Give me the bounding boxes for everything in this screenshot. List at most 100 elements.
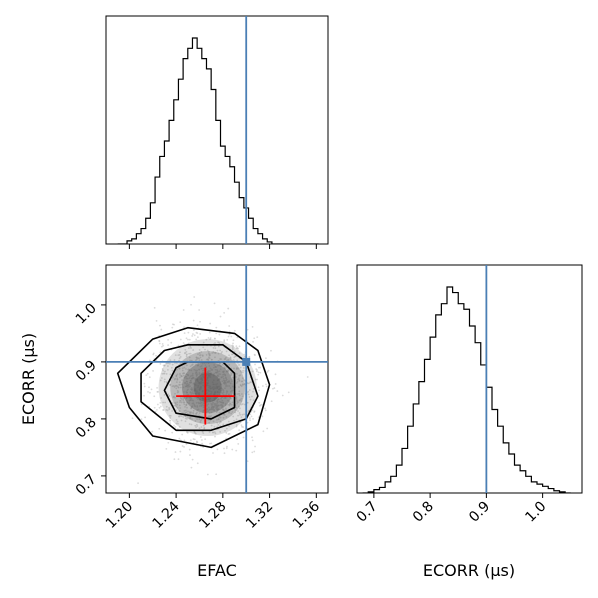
sample-point [215, 385, 218, 388]
sample-point [189, 385, 191, 388]
sample-point [218, 400, 221, 403]
sample-point [218, 422, 221, 424]
sample-point [182, 342, 185, 344]
sample-point [218, 378, 221, 381]
sample-point [208, 354, 211, 356]
sample-point [238, 412, 241, 414]
ecorr-x-tick-label: 0.7 [354, 499, 381, 526]
sample-point [262, 430, 265, 433]
sample-point [223, 339, 226, 342]
sample-point [162, 344, 165, 347]
sample-point [224, 367, 227, 370]
sample-point [247, 393, 250, 396]
sample-point [182, 386, 185, 389]
sample-point [196, 390, 198, 393]
sample-point [199, 374, 202, 377]
sample-point [235, 345, 238, 348]
joint-panel: 1.20 1.24 1.28 1.32 1.36 0.7 0.8 0.9 1.0 [73, 264, 329, 532]
sample-point [215, 473, 218, 476]
sample-point [228, 369, 230, 372]
sample-point [194, 369, 197, 372]
sample-point [179, 321, 182, 324]
sample-point [198, 368, 200, 371]
sample-point [239, 384, 242, 387]
sample-point [149, 359, 151, 362]
sample-point [189, 439, 192, 442]
sample-point [242, 426, 245, 428]
sample-point [190, 393, 193, 395]
sample-point [219, 315, 222, 318]
sample-point [190, 303, 192, 306]
sample-point [187, 374, 190, 377]
sample-point [207, 371, 210, 374]
sample-point [156, 403, 159, 406]
sample-point [238, 386, 240, 388]
sample-point [201, 354, 204, 357]
sample-point [195, 402, 198, 404]
sample-point [227, 358, 230, 361]
sample-point [201, 390, 204, 393]
sample-point [232, 359, 235, 361]
sample-point [167, 393, 170, 396]
sample-point [160, 345, 163, 348]
sample-point [199, 356, 202, 359]
sample-point [189, 359, 191, 362]
sample-point [192, 409, 195, 412]
sample-point [193, 334, 196, 337]
sample-point [226, 369, 229, 372]
ecorr-x-tick-label: 0.8 [410, 499, 437, 526]
sample-point [202, 409, 205, 412]
sample-point [227, 307, 230, 310]
sample-point [190, 388, 193, 391]
sample-point [196, 441, 198, 444]
sample-point [169, 359, 172, 362]
sample-point [197, 386, 199, 389]
sample-point [190, 381, 193, 384]
sample-point [227, 399, 229, 402]
sample-point [195, 426, 198, 429]
sample-point [162, 409, 165, 411]
sample-point [171, 369, 174, 372]
sample-point [266, 371, 269, 373]
sample-point [238, 392, 241, 395]
sample-point [172, 396, 175, 399]
sample-point [188, 377, 191, 379]
sample-point [207, 379, 210, 382]
sample-point [160, 328, 163, 331]
sample-point [175, 374, 178, 377]
sample-point [198, 352, 201, 354]
sample-point [206, 392, 209, 394]
sample-point [169, 422, 172, 424]
sample-point [261, 415, 264, 418]
sample-point [259, 366, 262, 369]
sample-point [253, 450, 256, 453]
sample-point [218, 333, 221, 336]
sample-point [208, 350, 210, 353]
sample-point [213, 431, 216, 433]
sample-point [184, 415, 187, 418]
ecorr-y-tick-label: 1.0 [73, 300, 100, 327]
sample-point [237, 401, 240, 404]
sample-point [228, 380, 230, 382]
sample-point [193, 296, 196, 298]
sample-point [247, 390, 250, 393]
sample-point [197, 414, 200, 417]
sample-point [202, 341, 205, 344]
sample-point [241, 380, 243, 383]
sample-point [158, 406, 161, 409]
sample-point [249, 419, 251, 422]
sample-point [161, 368, 164, 370]
sample-point [197, 364, 199, 367]
sample-point [210, 415, 212, 417]
sample-point [251, 409, 254, 412]
sample-point [201, 439, 203, 441]
sample-point [185, 337, 188, 340]
sample-point [231, 411, 234, 413]
sample-point [224, 403, 227, 405]
sample-point [236, 378, 239, 381]
sample-point [287, 391, 290, 394]
sample-point [238, 380, 241, 382]
sample-point [208, 374, 211, 377]
sample-point [248, 389, 251, 391]
sample-point [217, 379, 220, 381]
